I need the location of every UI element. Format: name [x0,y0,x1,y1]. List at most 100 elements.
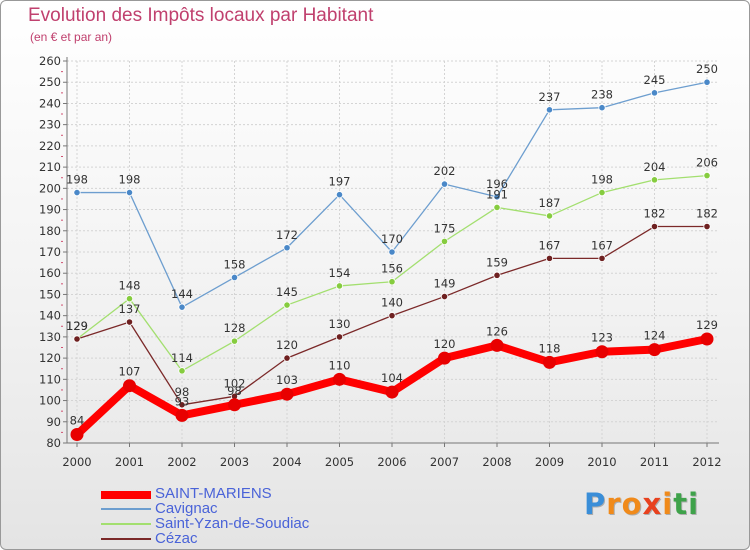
data-label: 182 [696,207,718,221]
data-point [230,273,239,282]
chart-title: Evolution des Impôts locaux par Habitant [28,5,374,26]
data-point [175,408,189,422]
data-point [230,337,239,345]
data-label: 137 [119,302,141,316]
data-label: 130 [329,317,351,331]
data-point [125,188,134,197]
data-label: 187 [539,196,561,210]
data-label: 149 [434,277,456,291]
data-label: 154 [329,266,351,280]
data-label: 204 [644,160,666,174]
legend-swatch [101,491,151,499]
data-label: 118 [539,341,561,355]
data-label: 196 [486,177,508,191]
y-axis-ticks: 80 90 100 110 120 130 140 150 160 170 180 190 200 210… [39,54,61,450]
y-tick-label: 120 [39,351,61,365]
y-tick-label: 240 [39,96,61,110]
logo-letter: i [688,487,700,521]
data-label: 245 [644,73,666,87]
data-label: 104 [381,371,403,385]
data-point [598,188,606,197]
x-tick-label: 2011 [640,455,669,469]
data-point [73,335,81,343]
data-point [650,222,659,231]
data-label: 198 [591,173,613,187]
data-label: 129 [696,318,718,332]
y-tick-label: 250 [39,75,61,89]
y-tick-label: 200 [39,181,61,195]
data-label: 156 [381,262,403,276]
data-point [493,193,501,201]
chart-subtitle: (en € et par an) [30,30,113,44]
x-tick-label: 2001 [115,455,144,469]
data-point [493,203,501,212]
data-point [70,428,84,442]
data-point [335,191,344,199]
legend-swatch [101,538,151,540]
data-point [178,401,186,409]
x-tick-label: 2009 [535,455,564,469]
data-label: 197 [329,175,351,189]
data-point [280,387,294,401]
y-tick-label: 170 [39,245,61,259]
x-tick-label: 2004 [272,455,301,469]
data-point [648,343,661,357]
data-point [228,398,241,412]
y-tick-label: 90 [46,415,61,429]
proxiti-logo: Proxiti [584,487,699,521]
y-tick-label: 210 [39,160,61,174]
data-point [440,237,449,245]
axes [61,57,719,447]
legend-label: Cézac [155,530,198,547]
data-label: 120 [276,338,298,352]
data-point [650,89,659,97]
legend-label: Saint-Yzan-de-Soudiac [155,515,310,532]
data-label: 126 [486,324,508,338]
legend-swatch [101,523,151,525]
data-point [545,254,554,262]
data-point [388,312,396,320]
data-point [438,351,451,365]
x-tick-label: 2003 [220,455,249,469]
data-point [283,354,291,362]
data-label: 167 [591,238,613,252]
data-point [703,78,711,86]
legend-label: SAINT-MARIENS [155,485,272,502]
data-point [178,367,186,375]
data-label: 202 [434,164,456,178]
legend-swatch [101,508,151,510]
data-point [650,176,659,184]
data-label: 93 [175,394,190,408]
data-point [333,372,346,386]
data-label: 129 [66,319,88,333]
data-point [73,188,81,197]
data-label: 182 [644,207,666,221]
legend-label: Cavignac [155,500,218,517]
data-label: 238 [591,88,613,102]
x-tick-label: 2007 [430,455,459,469]
x-tick-label: 2008 [482,455,511,469]
data-point [545,106,554,114]
y-tick-label: 150 [39,287,61,301]
logo-letter: r [606,487,622,521]
x-tick-label: 2010 [587,455,616,469]
data-label: 98 [175,385,190,399]
data-point [178,303,186,311]
data-label: 148 [119,279,141,293]
data-label: 129 [66,319,88,333]
data-label: 128 [224,321,246,335]
logo-letter: i [662,487,674,521]
data-point [335,282,344,290]
x-tick-label: 2000 [62,455,91,469]
data-point [385,385,399,399]
x-axis-ticks: 2000 2001 2002 2003 2004 2005 2006 2007 2008 2009… [62,455,721,469]
y-tick-label: 190 [39,203,61,217]
data-point [700,332,714,346]
y-tick-label: 260 [39,54,61,68]
data-point [598,104,606,112]
data-label: 98 [227,384,242,398]
y-tick-label: 100 [39,394,61,408]
